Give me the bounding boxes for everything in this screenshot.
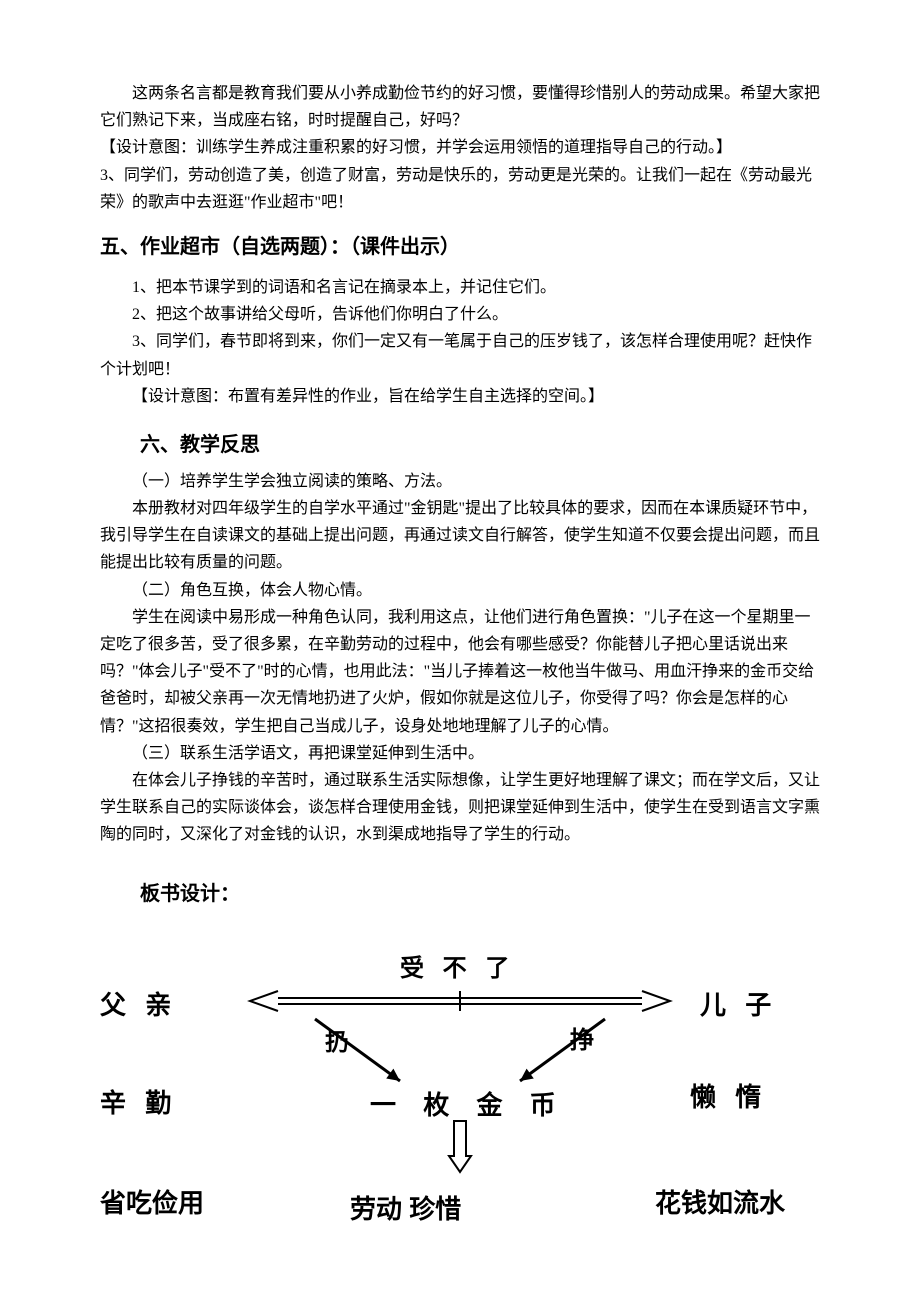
section-6-sub3-body: 在体会儿子挣钱的辛苦时，通过联系生活实际想像，让学生更好地理解了课文；而在学文后… (100, 767, 820, 849)
diagram-label-father: 父 亲 (100, 983, 177, 1027)
section-5-design: 【设计意图：布置有差异性的作业，旨在给学生自主选择的空间。】 (100, 383, 820, 410)
diagram-label-lazy: 懒 惰 (690, 1075, 767, 1119)
diagram-label-diligent: 辛 勤 (100, 1081, 177, 1125)
section-6-sub1-body: 本册教材对四年级学生的自学水平通过"金钥匙"提出了比较具体的要求，因而在本课质疑… (100, 495, 820, 577)
section-5-item-3: 3、同学们，春节即将到来，你们一定又有一笔属于自己的压岁钱了，该怎样合理使用呢？… (100, 328, 820, 382)
board-diagram: 受 不 了 父 亲 儿 子 扔 挣 辛 勤 一 枚 金 币 懒 惰 省吃俭用 劳… (100, 941, 820, 1241)
diagram-label-earn: 挣 (570, 1021, 594, 1062)
section-6-sub2-body: 学生在阅读中易形成一种角色认同，我利用这点，让他们进行角色置换："儿子在这一个星… (100, 604, 820, 740)
diagram-label-son: 儿 子 (700, 983, 777, 1027)
diagram-label-frugal: 省吃俭用 (100, 1181, 204, 1225)
section-6-sub1-title: （一）培养学生学会独立阅读的策略、方法。 (100, 468, 820, 495)
board-design-title: 板书设计： (100, 877, 820, 911)
diagram-label-coin: 一 枚 金 币 (370, 1083, 566, 1127)
section-5-title: 五、作业超市（自选两题）：（课件出示） (100, 230, 820, 264)
intro-para-2: 3、同学们，劳动创造了美，创造了财富，劳动是快乐的，劳动更是光荣的。让我们一起在… (100, 162, 820, 216)
section-5-item-1: 1、把本节课学到的词语和名言记在摘录本上，并记住它们。 (100, 274, 820, 301)
section-5-item-2: 2、把这个故事讲给父母听，告诉他们你明白了什么。 (100, 301, 820, 328)
diagram-label-throw: 扔 (325, 1023, 349, 1064)
intro-design-1: 【设计意图：训练学生养成注重积累的好习惯，并学会运用领悟的道理指导自己的行动。】 (100, 134, 820, 161)
diagram-label-bottom: 劳动 珍惜 (350, 1187, 461, 1231)
section-6-sub3-title: （三）联系生活学语文，再把课堂延伸到生活中。 (100, 740, 820, 767)
intro-para-1: 这两条名言都是教育我们要从小养成勤俭节约的好习惯，要懂得珍惜别人的劳动成果。希望… (100, 80, 820, 134)
diagram-label-spend: 花钱如流水 (655, 1181, 785, 1225)
diagram-label-top: 受 不 了 (400, 949, 515, 990)
section-6-title: 六、教学反思 (100, 428, 820, 462)
section-6-sub2-title: （二）角色互换，体会人物心情。 (100, 577, 820, 604)
